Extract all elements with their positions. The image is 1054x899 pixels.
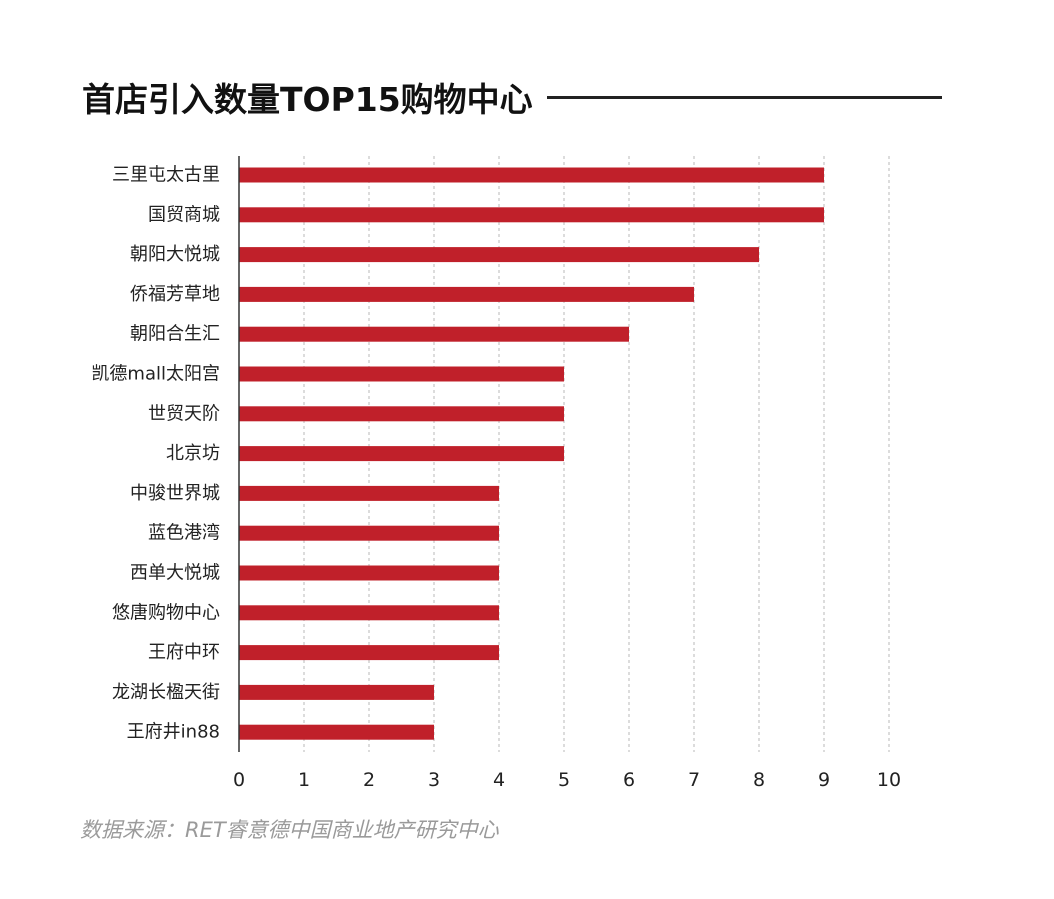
- bar-9: [239, 485, 499, 501]
- category-label-14: 龙湖长楹天街: [112, 682, 220, 703]
- x-tick-label-2: 2: [363, 769, 375, 791]
- bar-1: [239, 167, 824, 183]
- x-tick-label-7: 7: [688, 769, 700, 791]
- source-note: 数据来源：RET睿意德中国商业地产研究中心: [80, 818, 499, 842]
- x-tick-label-5: 5: [558, 769, 570, 791]
- category-label-11: 西单大悦城: [130, 563, 220, 584]
- bar-12: [239, 605, 499, 621]
- tick-label-layer: 0 1 2 3 4 5 6 7 8 9 10: [233, 769, 901, 791]
- category-label-15: 王府井in88: [127, 722, 220, 743]
- title-rule: [546, 95, 942, 99]
- category-label-4: 侨福芳草地: [130, 284, 220, 305]
- x-tick-label-6: 6: [623, 769, 635, 791]
- category-label-10: 蓝色港湾: [148, 523, 220, 544]
- category-label-2: 国贸商城: [148, 204, 220, 225]
- bar-layer: [239, 167, 824, 740]
- category-label-12: 悠唐购物中心: [112, 602, 220, 623]
- x-tick-label-1: 1: [298, 769, 310, 791]
- bar-3: [239, 247, 759, 263]
- x-tick-label-10: 10: [877, 769, 901, 791]
- category-label-layer: 三里屯太古里国贸商城朝阳大悦城侨福芳草地朝阳合生汇凯德mall太阳宫世贸天阶北京…: [91, 165, 220, 743]
- bar-15: [239, 724, 434, 740]
- bar-6: [239, 366, 564, 382]
- category-label-3: 朝阳大悦城: [130, 244, 220, 265]
- bar-10: [239, 525, 499, 541]
- category-label-6: 凯德mall太阳宫: [91, 364, 220, 385]
- bar-4: [239, 286, 694, 302]
- bar-5: [239, 326, 629, 342]
- bar-11: [239, 565, 499, 581]
- x-tick-label-8: 8: [753, 769, 765, 791]
- category-label-8: 北京坊: [166, 443, 220, 464]
- bar-13: [239, 645, 499, 661]
- bar-7: [239, 406, 564, 422]
- category-label-9: 中骏世界城: [130, 483, 220, 504]
- x-tick-label-0: 0: [233, 769, 245, 791]
- title-row: 首店引入数量TOP15购物中心: [82, 72, 942, 122]
- category-label-5: 朝阳合生汇: [130, 324, 220, 345]
- category-label-13: 王府中环: [148, 642, 220, 663]
- bar-14: [239, 684, 434, 700]
- x-tick-label-4: 4: [493, 769, 505, 791]
- bar-2: [239, 207, 824, 223]
- bar-8: [239, 446, 564, 462]
- chart-title: 首店引入数量TOP15购物中心: [82, 80, 533, 119]
- category-label-7: 世贸天阶: [148, 403, 220, 424]
- x-tick-label-9: 9: [818, 769, 830, 791]
- bar-chart: 三里屯太古里国贸商城朝阳大悦城侨福芳草地朝阳合生汇凯德mall太阳宫世贸天阶北京…: [91, 156, 901, 791]
- x-tick-label-3: 3: [428, 769, 440, 791]
- category-label-1: 三里屯太古里: [112, 165, 220, 186]
